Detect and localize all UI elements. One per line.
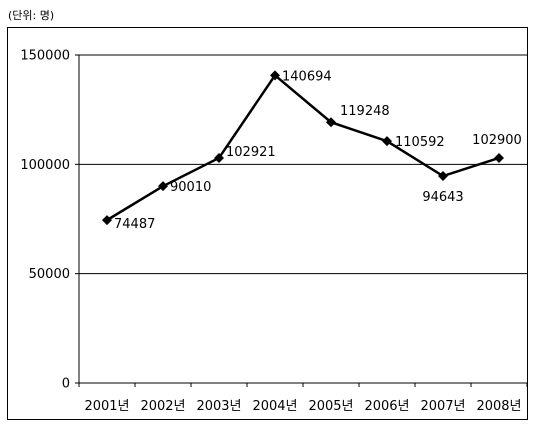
data-markers <box>102 70 504 226</box>
y-tick-labels: 0 50000 100000 150000 <box>20 49 70 392</box>
y-tick-label-3: 150000 <box>20 49 70 64</box>
data-point-5 <box>382 136 392 147</box>
data-label-0: 74487 <box>114 217 155 232</box>
data-point-6 <box>438 171 448 182</box>
gridlines <box>79 54 527 275</box>
axes <box>75 54 528 387</box>
data-label-5: 110592 <box>395 135 445 150</box>
x-tick-label-5: 2006년 <box>364 399 409 414</box>
data-label-2: 102921 <box>226 145 276 160</box>
y-tick-label-1: 50000 <box>29 267 70 282</box>
x-tick-label-0: 2001년 <box>84 399 129 414</box>
data-point-1 <box>158 181 168 192</box>
y-tick-label-0: 0 <box>62 377 70 392</box>
data-point-0 <box>102 215 112 226</box>
data-point-7 <box>494 152 504 163</box>
x-tick-label-7: 2008년 <box>476 399 521 414</box>
x-tick-label-1: 2002년 <box>140 399 185 414</box>
data-label-6: 94643 <box>422 190 463 205</box>
x-tick-label-2: 2003년 <box>196 399 241 414</box>
series-line <box>106 73 500 222</box>
data-point-2 <box>214 152 224 163</box>
data-label-7: 102900 <box>472 133 522 148</box>
x-tick-label-3: 2004년 <box>252 399 297 414</box>
data-label-3: 140694 <box>282 69 332 84</box>
unit-label: (단위: 명) <box>8 9 55 22</box>
chart-frame <box>7 27 528 420</box>
x-tick-label-4: 2005년 <box>308 399 353 414</box>
data-label-1: 90010 <box>170 180 211 195</box>
data-labels: 74487 90010 102921 140694 119248 110592 94643 1… <box>114 69 522 232</box>
data-point-3 <box>270 70 280 81</box>
data-label-4: 119248 <box>340 104 390 119</box>
y-tick-label-2: 100000 <box>20 158 70 173</box>
data-point-4 <box>326 117 336 128</box>
x-tick-label-6: 2007년 <box>420 399 465 414</box>
x-tick-labels: 2001년 2002년 2003년 2004년 2005년 2006년 2007년 2008년 <box>84 399 521 414</box>
